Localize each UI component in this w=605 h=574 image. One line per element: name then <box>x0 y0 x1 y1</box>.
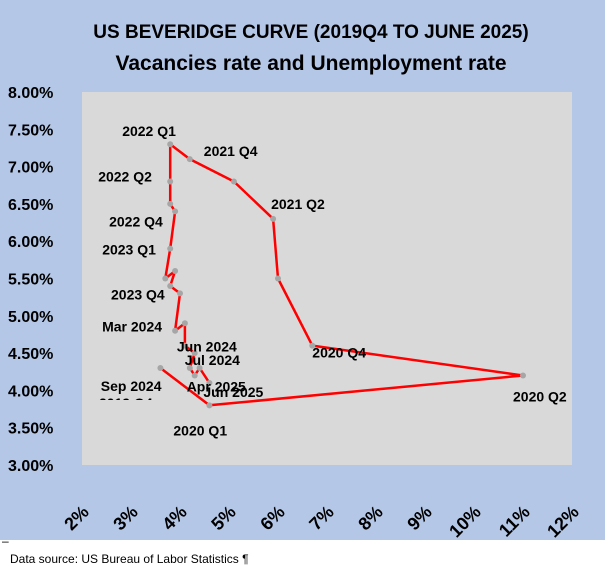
data-point <box>186 365 193 372</box>
point-label: Jul 2024 <box>185 352 240 368</box>
data-point <box>167 200 174 207</box>
data-point <box>181 320 188 327</box>
point-label: Jun 2024 <box>177 339 237 355</box>
x-axis-ticks: 2% 3% 4% 5% 6% 7% 8% 9% 10% 11% 12% <box>60 502 583 540</box>
x-tick-label: 7% <box>305 502 338 535</box>
data-point <box>177 290 183 297</box>
data-point <box>167 245 174 252</box>
data-point <box>162 275 169 282</box>
footer-dash: – <box>2 534 9 548</box>
data-point <box>206 402 213 409</box>
data-point <box>181 342 188 349</box>
x-tick-label: 9% <box>403 502 436 535</box>
x-tick-label: 5% <box>207 502 240 535</box>
y-tick-label: 7.00% <box>8 160 53 177</box>
y-tick-label: 5.50% <box>8 272 53 289</box>
x-tick-label: 4% <box>158 502 191 535</box>
data-point <box>172 327 179 334</box>
point-label: Sep 2024 <box>101 378 162 394</box>
data-point <box>270 215 277 222</box>
beveridge-curve-chart: US BEVERIDGE CURVE (2019Q4 TO JUNE 2025)… <box>8 22 583 540</box>
y-tick-label: 3.50% <box>8 421 53 438</box>
point-label: 2020 Q2 <box>513 388 567 404</box>
point-label: 2021 Q2 <box>271 196 325 212</box>
x-tick-label: 2% <box>60 502 93 535</box>
y-tick-label: 3.00% <box>8 458 53 475</box>
x-tick-label: 11% <box>495 502 534 540</box>
y-tick-label: 5.00% <box>8 309 53 326</box>
y-tick-label: 8.00% <box>8 85 53 102</box>
point-label: 2022 Q2 <box>98 169 152 185</box>
point-label: 2022 Q1 <box>122 123 176 139</box>
point-label: Mar 2024 <box>102 319 162 335</box>
point-label: Jun 2025 <box>203 384 263 400</box>
data-source: Data source: US Bureau of Labor Statisti… <box>10 552 249 566</box>
y-tick-label: 4.00% <box>8 383 53 400</box>
plot-area <box>82 92 572 465</box>
data-point <box>191 350 198 357</box>
data-point <box>172 208 179 215</box>
x-tick-label: 3% <box>109 502 142 535</box>
point-label: 2021 Q4 <box>204 143 258 159</box>
chart-subtitle: Vacancies rate and Unemployment rate <box>116 52 507 75</box>
x-tick-label: 6% <box>256 502 289 535</box>
x-tick-label: 10% <box>445 502 485 540</box>
data-point <box>167 178 174 185</box>
chart-figure: US BEVERIDGE CURVE (2019Q4 TO JUNE 2025)… <box>0 0 605 540</box>
data-point <box>206 379 213 386</box>
point-label: 2020 Q1 <box>173 422 227 438</box>
data-point <box>172 268 179 275</box>
data-point <box>167 282 174 289</box>
data-point <box>191 372 198 379</box>
series-markers <box>157 141 526 409</box>
point-label: 2023 Q1 <box>102 242 156 258</box>
data-point <box>186 156 193 163</box>
point-label: 2022 Q4 <box>109 213 163 229</box>
chart-title: US BEVERIDGE CURVE (2019Q4 TO JUNE 2025) <box>93 22 528 43</box>
point-label: 2020 Q4 <box>312 345 366 361</box>
point-label: Apr 2025 <box>187 378 246 394</box>
y-axis-ticks: 3.00% 3.50% 4.00% 4.50% 5.00% 5.50% 6.00% 6.50%… <box>8 85 53 475</box>
x-tick-label: 8% <box>354 502 387 535</box>
data-point <box>230 178 237 185</box>
point-labels: 2020 Q1 2020 Q2 2020 Q4 2021 Q2 2021 Q4 2022 … <box>98 123 567 438</box>
data-point <box>520 372 526 379</box>
point-label: 2023 Q4 <box>111 286 165 302</box>
y-tick-label: 6.00% <box>8 234 53 251</box>
y-tick-label: 7.50% <box>8 122 53 139</box>
data-point <box>309 342 316 349</box>
data-point <box>196 365 203 372</box>
x-tick-label: 12% <box>543 502 583 540</box>
data-point <box>167 141 174 148</box>
y-tick-label: 6.50% <box>8 197 53 214</box>
data-point <box>275 275 281 282</box>
y-tick-label: 4.50% <box>8 346 53 363</box>
data-point <box>157 365 164 372</box>
point-label-cut-off: 2019 Q4 <box>99 395 153 411</box>
